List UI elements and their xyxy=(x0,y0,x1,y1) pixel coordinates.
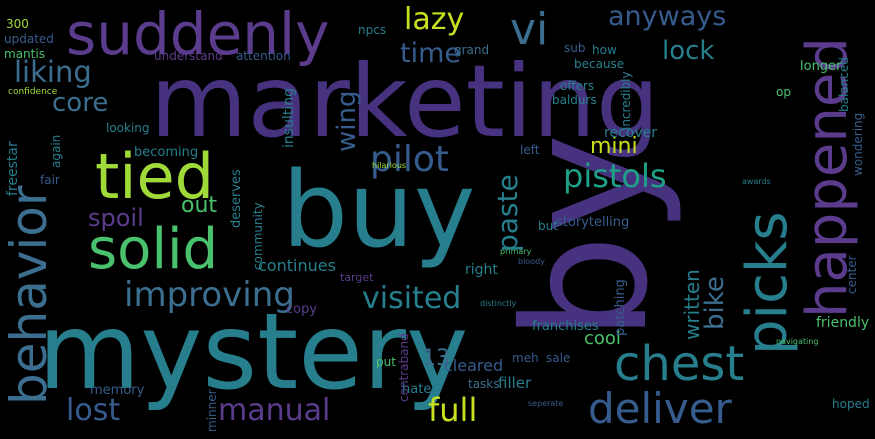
word-friendly: friendly xyxy=(816,315,870,331)
word-visited: visited xyxy=(362,281,462,316)
word-written: written xyxy=(680,269,704,340)
word-wing: wing xyxy=(332,90,362,152)
word-right: right xyxy=(465,262,498,278)
word-13: 13 xyxy=(422,346,450,371)
word-storytelling: storytelling xyxy=(556,215,630,230)
word-liking: liking xyxy=(14,55,92,89)
word-again: again xyxy=(49,134,63,168)
word-pistols: pistols xyxy=(563,157,667,195)
word-distinctly: distinctly xyxy=(480,299,517,308)
word-attention: attention xyxy=(236,49,291,63)
word-vi: vi xyxy=(510,4,549,55)
word-minner: minner xyxy=(205,389,219,432)
word-offers: offers xyxy=(560,79,595,93)
word-tasks: tasks xyxy=(468,377,500,391)
word-how: how xyxy=(592,43,617,57)
word-confidence: confidence xyxy=(8,87,58,97)
word-paste: paste xyxy=(491,174,524,252)
word-but: but xyxy=(538,219,558,233)
word-memory: memory xyxy=(90,383,145,398)
word-pilot: pilot xyxy=(370,139,449,180)
word-contraband: contraband xyxy=(397,333,411,402)
word-deserves: deserves xyxy=(229,169,244,228)
word-cleared: cleared xyxy=(444,356,504,375)
word-continues: continues xyxy=(258,256,336,275)
word-freestar: freestar xyxy=(5,141,21,196)
word-lost: lost xyxy=(66,393,121,428)
word-longer: longer xyxy=(800,59,842,74)
word-npcs: npcs xyxy=(358,23,387,37)
word-tied: tied xyxy=(95,140,215,213)
word-filler: filler xyxy=(498,374,532,392)
word-baldurs: baldurs xyxy=(552,93,597,107)
word-recover: recover xyxy=(604,125,657,141)
word-understand: understand xyxy=(154,49,223,63)
word-copy: copy xyxy=(286,302,318,317)
word-updated: updated xyxy=(4,32,54,46)
word-cool: cool xyxy=(584,328,621,349)
word-awards: awards xyxy=(742,177,771,186)
word-primary: primary xyxy=(500,247,532,256)
word-picks: picks xyxy=(735,211,800,356)
word-mini: mini xyxy=(590,134,638,159)
word-hate: hate xyxy=(402,382,432,397)
word-out: out xyxy=(181,193,218,218)
word-becoming: becoming xyxy=(134,145,199,160)
word-behavior: behavior xyxy=(0,185,58,405)
word-community: community xyxy=(251,202,265,270)
word-manual: manual xyxy=(218,393,331,428)
word-lock: lock xyxy=(662,36,715,66)
word-time: time xyxy=(400,38,462,69)
word-looking: looking xyxy=(106,121,150,135)
word-seperate: seperate xyxy=(528,399,564,408)
word-op: op xyxy=(776,85,791,99)
word-navigating: navigating xyxy=(776,337,819,346)
word-suddenly: suddenly xyxy=(66,0,330,68)
word-full: full xyxy=(428,391,478,429)
word-spoil: spoil xyxy=(88,204,144,232)
word-buy: buy xyxy=(282,149,476,271)
word-target: target xyxy=(340,271,374,284)
word-anyways: anyways xyxy=(608,1,727,32)
word-chest: chest xyxy=(614,336,745,392)
word-core: core xyxy=(52,88,109,118)
word-fair: fair xyxy=(40,173,60,187)
word-insulting: insulting xyxy=(281,88,297,148)
word-sale: sale xyxy=(546,351,571,365)
word-because: because xyxy=(574,57,625,71)
word-franchises: franchises xyxy=(532,319,599,334)
word-bloody: bloody xyxy=(518,257,545,266)
word-meh: meh xyxy=(512,351,539,365)
word-wondering: wondering xyxy=(851,112,865,176)
word-patching: patching xyxy=(613,279,628,336)
word-grand: grand xyxy=(454,43,490,57)
word-mystery: mystery xyxy=(38,291,469,413)
word-mantis: mantis xyxy=(4,47,45,61)
word-hoped: hoped xyxy=(832,397,870,411)
word-300: 300 xyxy=(6,17,29,31)
word-bike: bike xyxy=(700,276,730,330)
word-incredibly: incredibly xyxy=(619,71,633,130)
word-hilarious: hilarious xyxy=(372,161,407,170)
word-put: put xyxy=(376,355,396,369)
word-sub: sub xyxy=(564,41,586,55)
word-improving: improving xyxy=(124,275,295,315)
word-left: left xyxy=(520,143,540,157)
word-solid: solid xyxy=(88,217,219,282)
word-marketing: marketing xyxy=(150,43,660,160)
word-center: center xyxy=(845,255,859,294)
word-lazy: lazy xyxy=(404,2,465,37)
word-deliver: deliver xyxy=(588,384,732,433)
